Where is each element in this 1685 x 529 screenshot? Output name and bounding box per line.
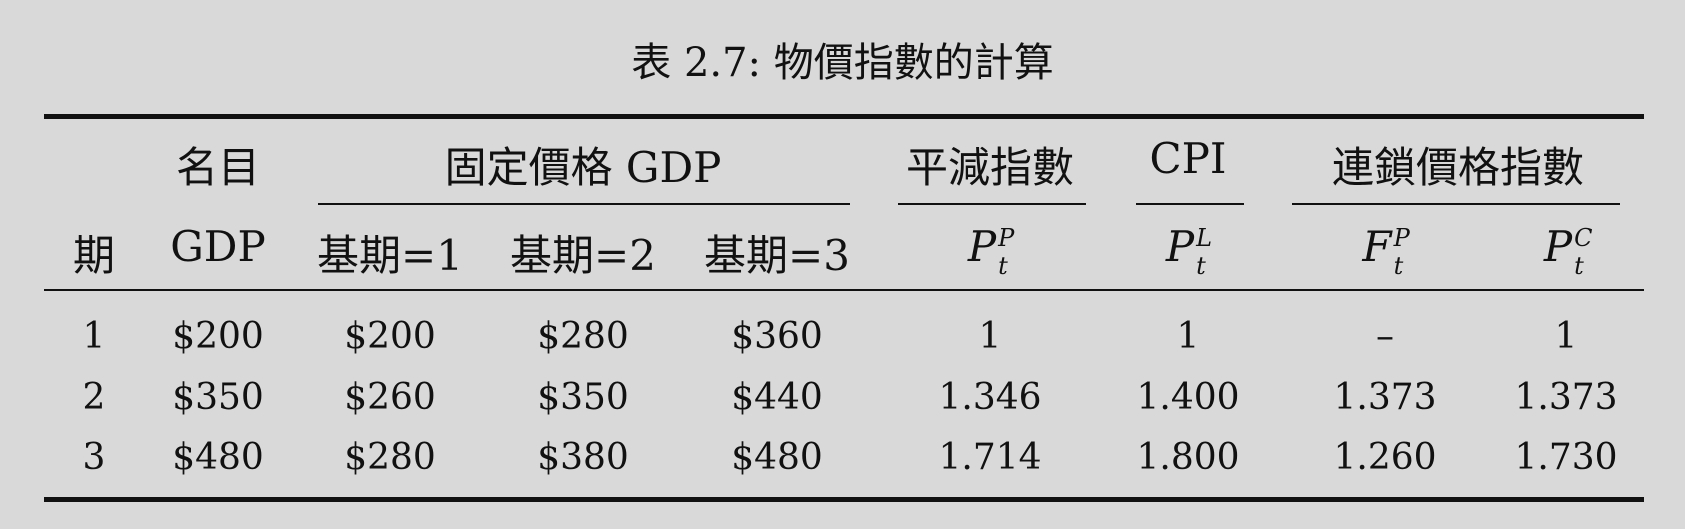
- top-rule: [44, 114, 1644, 119]
- header-gdp: GDP: [170, 222, 266, 271]
- header-fixed-price-gdp: 固定價格 GDP: [444, 143, 722, 192]
- bottom-rule: [44, 497, 1644, 502]
- table-cell: 1.373: [1333, 377, 1437, 418]
- header-deflator: 平減指數: [905, 143, 1075, 192]
- header-base3: 基期=3: [704, 231, 850, 280]
- header-base2: 基期=2: [510, 231, 656, 280]
- table-cell: 1.400: [1136, 377, 1240, 418]
- table-cell: 1.730: [1514, 437, 1618, 478]
- table-cell: $380: [537, 437, 629, 478]
- header-chain-index: 連鎖價格指數: [1331, 143, 1585, 192]
- table-cell: 1: [978, 316, 1002, 357]
- table-cell: 1.714: [938, 437, 1042, 478]
- table-cell: $200: [172, 316, 264, 357]
- table-cell: $260: [344, 377, 436, 418]
- header-period: 期: [72, 231, 116, 280]
- table-cell: $480: [172, 437, 264, 478]
- table-cell: 1.800: [1136, 437, 1240, 478]
- table-cell: 2: [82, 377, 106, 418]
- table-cell: –: [1376, 316, 1394, 357]
- header-nominal: 名目: [175, 143, 261, 192]
- table-cell: 1: [1554, 316, 1578, 357]
- table-cell: $350: [172, 377, 264, 418]
- cmidrule-chain: [1292, 203, 1620, 205]
- table-cell: $480: [731, 437, 823, 478]
- header-base1: 基期=1: [317, 231, 463, 280]
- table-cell: 1.260: [1333, 437, 1437, 478]
- mid-rule: [44, 289, 1644, 291]
- table-cell: 1.346: [938, 377, 1042, 418]
- table-cell: $280: [344, 437, 436, 478]
- table-cell: 1: [1176, 316, 1200, 357]
- table-cell: $200: [344, 316, 436, 357]
- table-caption: 表 2.7: 物價指數的計算: [631, 40, 1054, 86]
- table-cell: $350: [537, 377, 629, 418]
- table-cell: 1: [82, 316, 106, 357]
- table-cell: $280: [537, 316, 629, 357]
- header-cpi: CPI: [1149, 134, 1227, 183]
- cmidrule-fixed-gdp: [318, 203, 850, 205]
- table-cell: 3: [82, 437, 106, 478]
- cmidrule-cpi: [1136, 203, 1244, 205]
- table-cell: 1.373: [1514, 377, 1618, 418]
- table-cell: $360: [731, 316, 823, 357]
- table-cell: $440: [731, 377, 823, 418]
- cmidrule-deflator: [898, 203, 1086, 205]
